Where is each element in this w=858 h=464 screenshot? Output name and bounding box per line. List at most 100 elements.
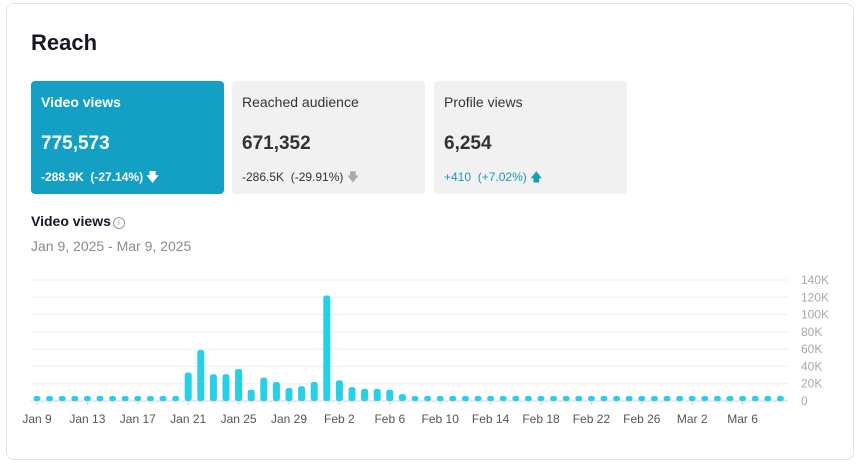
bar: [46, 396, 54, 401]
x-tick-label: Feb 6: [374, 412, 405, 426]
bar: [361, 388, 369, 401]
bar: [348, 387, 356, 401]
bar: [272, 381, 280, 401]
card-value: 6,254: [444, 133, 492, 154]
card-change: -286.5K: [242, 170, 285, 184]
card-change: -288.9K: [41, 170, 84, 184]
bar: [323, 295, 331, 401]
y-tick-label: 20K: [801, 377, 822, 391]
bar: [109, 396, 117, 401]
x-tick-label: Mar 6: [727, 412, 758, 426]
card-video-views[interactable]: Video views 775,573 -288.9K (-27.14%) 🡇: [31, 81, 224, 194]
bar: [247, 389, 255, 401]
bar: [398, 394, 406, 401]
bar: [235, 369, 243, 401]
card-pct: (-27.14%): [90, 170, 144, 184]
bar: [650, 396, 658, 401]
bar: [184, 372, 192, 401]
x-tick-label: Jan 25: [221, 412, 257, 426]
bar: [625, 396, 633, 401]
bar: [310, 381, 318, 401]
bar: [146, 396, 154, 401]
bar: [298, 386, 306, 401]
bar: [33, 396, 41, 401]
bar: [71, 396, 79, 401]
bar: [663, 396, 671, 401]
bar: [373, 388, 381, 401]
bar: [474, 396, 482, 401]
card-label: Profile views: [444, 94, 523, 110]
bar: [209, 374, 217, 401]
bar: [600, 396, 608, 401]
bar: [411, 396, 419, 401]
card-reached-audience[interactable]: Reached audience 671,352 -286.5K (-29.91…: [232, 81, 425, 194]
bar: [613, 396, 621, 401]
bar: [587, 396, 595, 401]
card-pct: (+7.02%): [477, 170, 527, 184]
x-tick-label: Jan 17: [120, 412, 156, 426]
bar: [701, 396, 709, 401]
bar: [638, 396, 646, 401]
x-tick-label: Feb 26: [623, 412, 661, 426]
bar: [222, 374, 230, 401]
arrow-up-icon: 🡅: [530, 170, 543, 184]
bar: [764, 396, 772, 401]
y-tick-label: 140K: [801, 273, 829, 287]
bar: [197, 350, 205, 401]
arrow-down-icon: 🡇: [346, 170, 360, 184]
bar: [58, 396, 66, 401]
bar: [96, 396, 104, 401]
bar: [159, 396, 167, 401]
x-tick-label: Jan 13: [69, 412, 105, 426]
bar: [83, 396, 91, 401]
y-tick-label: 80K: [801, 325, 822, 339]
bar: [751, 396, 759, 401]
bar: [449, 396, 457, 401]
bar: [172, 396, 180, 401]
card-label: Reached audience: [242, 94, 359, 110]
bar: [386, 389, 394, 401]
x-tick-label: Jan 29: [271, 412, 307, 426]
bar: [676, 396, 684, 401]
bar: [776, 396, 784, 401]
info-icon[interactable]: i: [112, 217, 125, 229]
arrow-down-icon: 🡇: [146, 170, 159, 184]
x-tick-label: Feb 10: [422, 412, 460, 426]
card-value: 671,352: [242, 133, 311, 154]
bar: [688, 396, 696, 401]
page-title: Reach: [31, 30, 98, 55]
bar: [134, 396, 142, 401]
bar: [285, 388, 293, 401]
x-tick-label: Jan 21: [170, 412, 206, 426]
bar: [121, 396, 129, 401]
x-tick-label: Feb 18: [522, 412, 560, 426]
bar: [461, 396, 469, 401]
card-profile-views[interactable]: Profile views 6,254 +410 (+7.02%) 🡅: [434, 81, 627, 194]
y-tick-label: 0: [801, 394, 808, 408]
bar: [260, 377, 268, 401]
x-tick-label: Feb 22: [573, 412, 611, 426]
y-tick-label: 40K: [801, 359, 822, 373]
bar: [424, 396, 432, 401]
x-tick-label: Feb 2: [324, 412, 355, 426]
bar: [512, 396, 520, 401]
bar: [537, 396, 545, 401]
bar: [524, 396, 532, 401]
bar: [487, 396, 495, 401]
x-tick-label: Jan 9: [22, 412, 52, 426]
bar: [713, 396, 721, 401]
bar: [562, 396, 570, 401]
x-tick-label: Mar 2: [677, 412, 708, 426]
y-tick-label: 60K: [801, 342, 822, 356]
bar: [550, 396, 558, 401]
bar: [726, 396, 734, 401]
bar: [575, 396, 583, 401]
card-change: +410: [444, 170, 472, 184]
bar: [739, 396, 747, 401]
y-tick-label: 120K: [801, 290, 829, 304]
card-value: 775,573: [41, 133, 110, 154]
y-tick-label: 100K: [801, 308, 829, 322]
bar: [436, 396, 444, 401]
bar: [335, 380, 343, 401]
